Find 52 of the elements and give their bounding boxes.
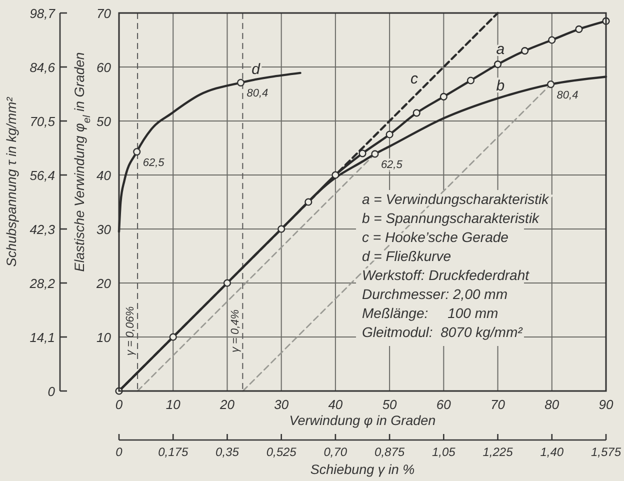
y-tick-label: 30 <box>96 222 112 237</box>
annotation: Werkstoff: Druckfederdraht <box>362 267 530 283</box>
x2-tick-label: 1,40 <box>540 445 564 459</box>
y-tick-label: 40 <box>96 168 112 183</box>
x2-tick-label: 1,225 <box>482 445 514 459</box>
x2-tick-label: 0,875 <box>374 445 405 459</box>
annotation: 80,4 <box>246 88 268 100</box>
y-tick-label: 20 <box>96 276 112 291</box>
x2-tick-label: 0,525 <box>266 445 297 459</box>
y2-tick-label: 98,7 <box>30 6 56 21</box>
annotation: a = Verwindungscharakteristik <box>362 191 550 207</box>
x-tick-label: 20 <box>218 397 236 412</box>
y2-tick-label: 56,4 <box>30 168 55 183</box>
ref-line-label: γ = 0,06% <box>124 306 137 356</box>
annotation: Meßlänge: 100 mm <box>362 305 499 321</box>
y2-tick-label: 14,1 <box>30 330 55 345</box>
x2-tick-label: 0 <box>116 445 123 459</box>
y-tick-label: 70 <box>96 6 112 21</box>
x-axis-title: Verwindung φ in Graden <box>289 413 436 428</box>
x-tick-label: 90 <box>598 397 614 412</box>
x-tick-label: 60 <box>436 397 452 412</box>
x-tick-label: 10 <box>166 397 182 412</box>
x-tick-label: 30 <box>274 397 290 412</box>
series-label: c <box>410 70 419 88</box>
x-tick-label: 80 <box>544 397 560 412</box>
y2-tick-label: 70,5 <box>30 114 56 129</box>
annotation: 62,5 <box>142 156 166 169</box>
x2-axis-title: Schiebung γ in % <box>310 462 415 477</box>
x-tick-label: 0 <box>115 397 124 412</box>
y2-tick-label: 0 <box>48 384 56 399</box>
x-tick-label: 70 <box>490 397 506 412</box>
annotation: c = Hooke’sche Gerade <box>362 229 509 245</box>
x2-tick-label: 1,05 <box>432 445 456 459</box>
annotation: Gleitmodul: 8070 kg/mm² <box>362 324 524 340</box>
y2-tick-label: 84,6 <box>30 60 56 75</box>
x2-tick-label: 0,35 <box>216 445 240 459</box>
ref-line-label: γ = 0,4% <box>230 309 242 353</box>
x2-tick-label: 0,175 <box>158 445 188 459</box>
x2-tick-label: 0,70 <box>324 445 348 459</box>
annotation: Durchmesser: 2,00 mm <box>362 286 508 302</box>
y2-tick-label: 28,2 <box>28 276 56 291</box>
y-tick-label: 60 <box>96 60 112 75</box>
x-tick-label: 40 <box>328 397 344 412</box>
y2-tick-label: 42,3 <box>30 222 56 237</box>
annotation: d = Fließkurve <box>362 248 452 264</box>
x2-tick-label: 1,575 <box>590 445 622 459</box>
y-tick-label: 50 <box>96 114 112 129</box>
y-tick-label: 10 <box>96 330 112 345</box>
annotation: 80,4 <box>556 89 578 102</box>
y2-axis-title: Schubspannung τ in kg/mm² <box>4 96 19 267</box>
x-tick-label: 50 <box>382 397 398 412</box>
annotation: b = Spannungscharakteristik <box>362 210 540 226</box>
